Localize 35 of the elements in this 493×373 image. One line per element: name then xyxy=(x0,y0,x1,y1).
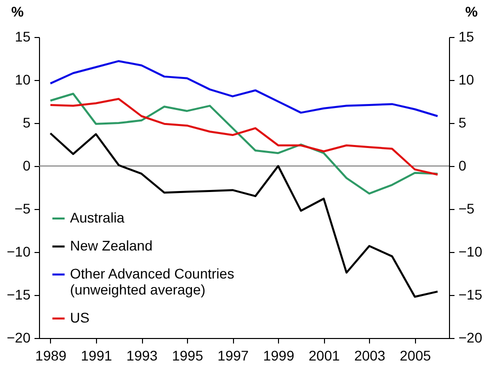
y-tick-label: 0 xyxy=(22,158,31,174)
y-tick-label: −10 xyxy=(6,244,31,260)
y-axis-title: % xyxy=(11,4,24,20)
y-tick-label: −15 xyxy=(6,286,31,302)
y2-tick-label: −20 xyxy=(458,330,482,346)
y2-axis-title: % xyxy=(465,4,478,20)
x-tick-label: 1995 xyxy=(172,348,204,364)
legend-label: US xyxy=(70,310,90,326)
line-series xyxy=(49,132,439,298)
line-series xyxy=(49,60,439,118)
line-series xyxy=(49,98,439,176)
y2-tick-label: 5 xyxy=(458,114,466,130)
line-series xyxy=(49,92,439,195)
y2-tick-label: 10 xyxy=(458,72,474,88)
y2-tick-label: −10 xyxy=(458,244,482,260)
x-tick-label: 1999 xyxy=(263,348,294,364)
x-tick-label: 1989 xyxy=(35,348,67,364)
y2-tick-label: −15 xyxy=(458,286,482,302)
y-tick-label: −20 xyxy=(6,330,31,346)
legend-label: Australia xyxy=(70,210,125,226)
x-tick-label: 1991 xyxy=(80,348,112,364)
x-tick-label: 2005 xyxy=(400,348,432,364)
y-tick-label: 10 xyxy=(14,72,31,88)
x-tick-label: 2001 xyxy=(308,348,340,364)
y-tick-label: −5 xyxy=(14,200,31,216)
x-tick-label: 1993 xyxy=(126,348,158,364)
x-tick-label: 2003 xyxy=(354,348,386,364)
y-tick-label: 15 xyxy=(14,28,31,44)
y2-tick-label: 15 xyxy=(458,28,474,44)
x-tick-label: 1997 xyxy=(218,348,249,364)
legend-label: New Zealand xyxy=(70,238,152,254)
y2-tick-label: 0 xyxy=(458,158,466,174)
legend-label: Other Advanced Countries (unweighted average) xyxy=(70,266,234,298)
y-tick-label: 5 xyxy=(22,114,31,130)
y2-tick-label: −5 xyxy=(458,200,475,216)
